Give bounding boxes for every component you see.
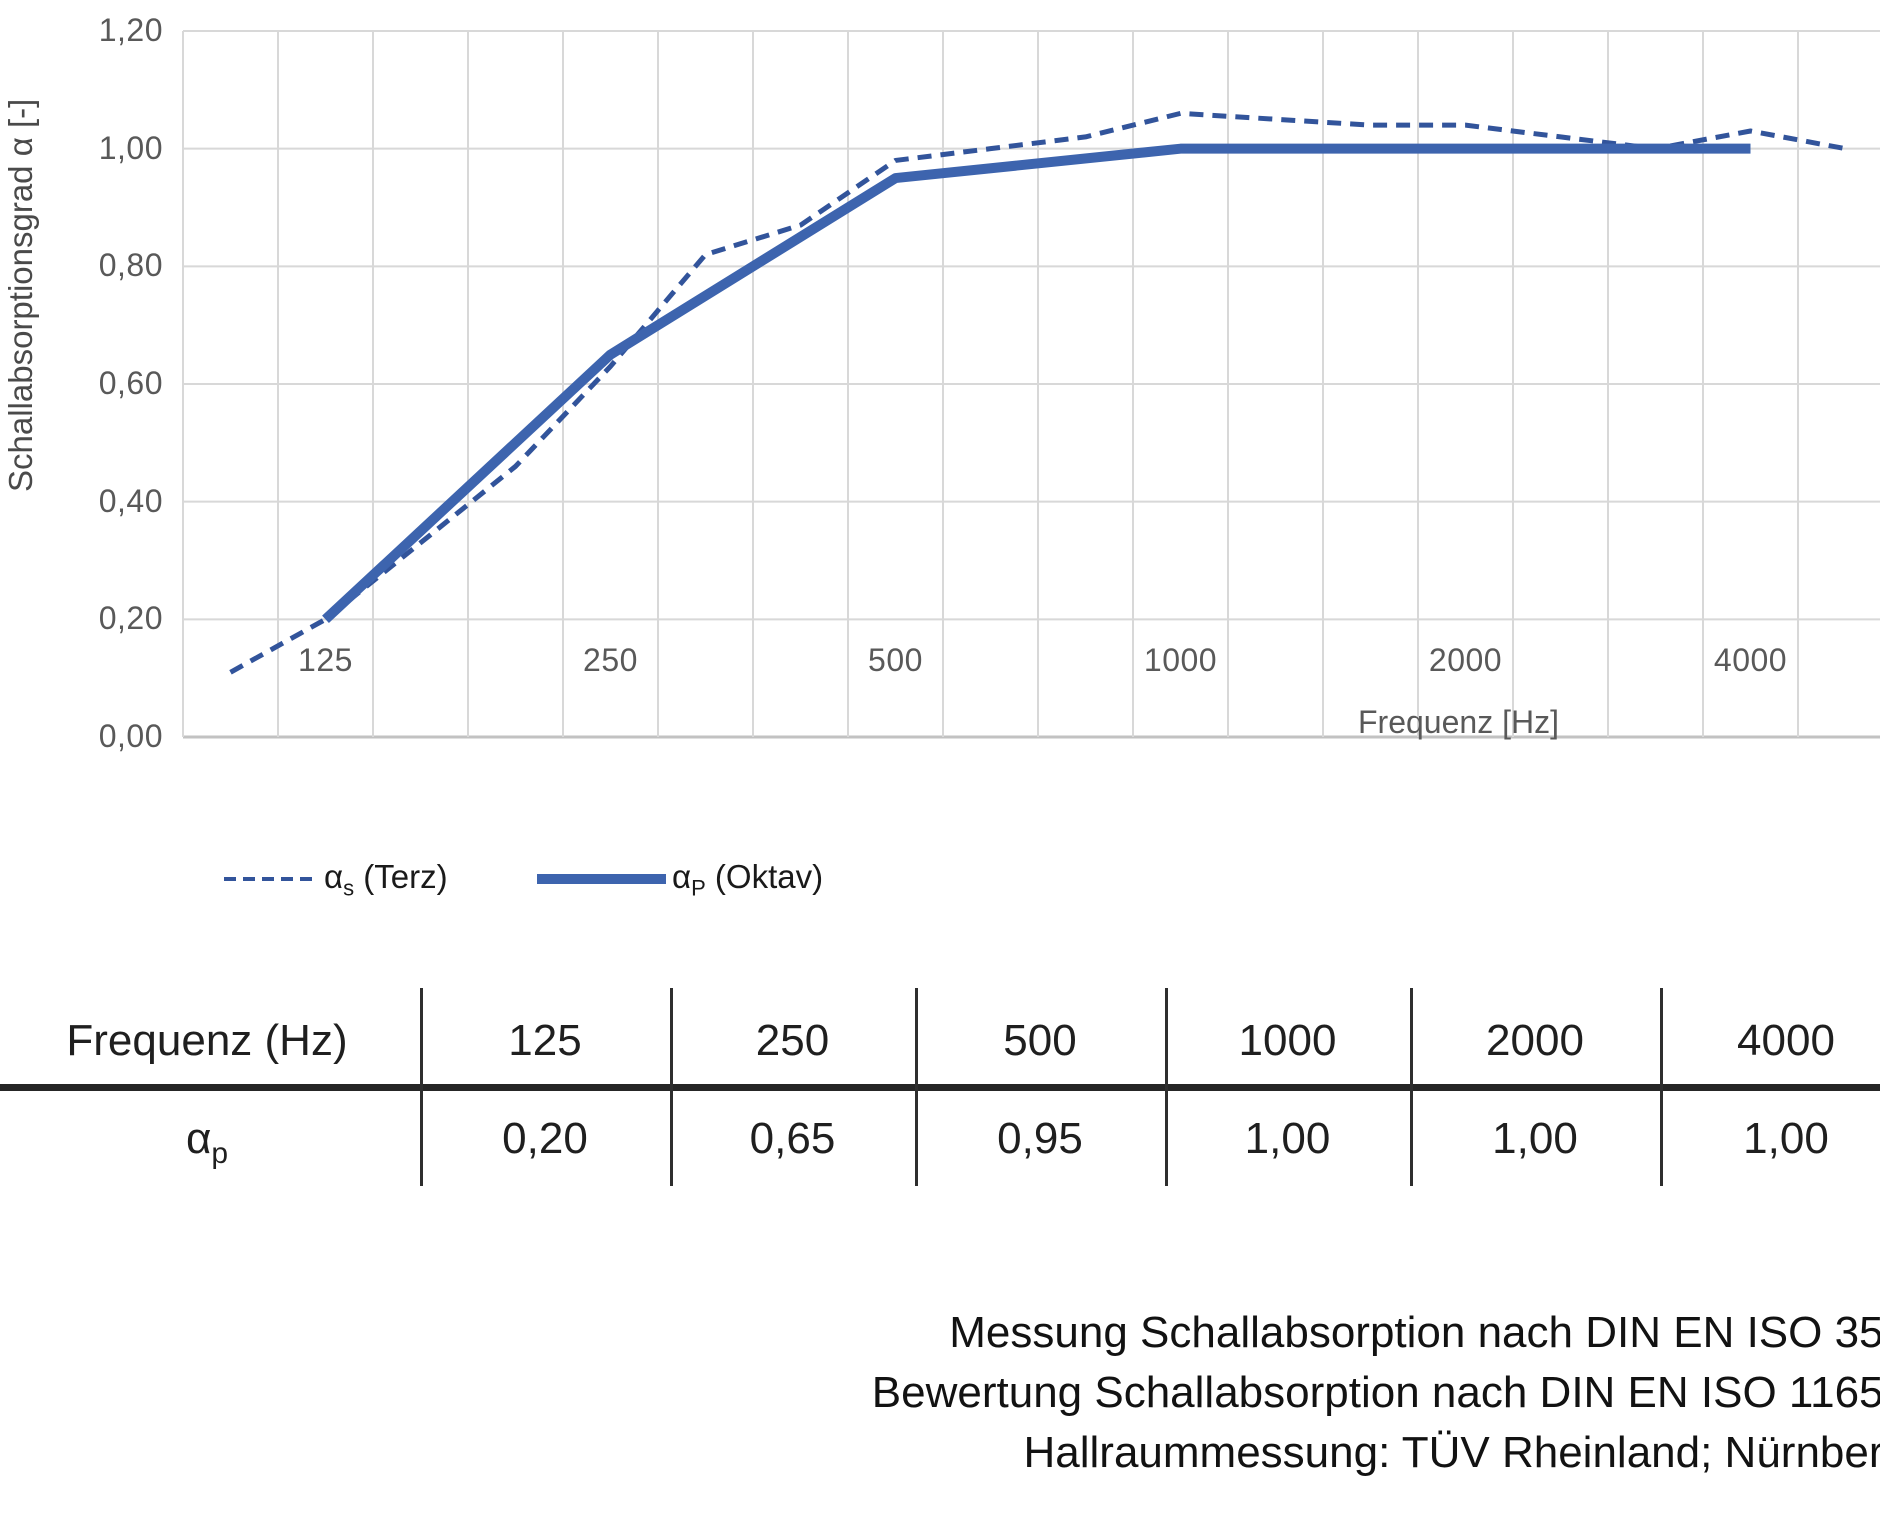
table-frequency-header: 250 [755,1016,830,1065]
table-alpha-p-value: 1,00 [1492,1114,1578,1163]
table-frequency-header: 4000 [1737,1016,1835,1065]
plot-area [182,30,1880,739]
series-line-alpha-s-terz [229,110,1846,675]
legend-label-alpha-p: αP (Oktav) [672,858,824,901]
note-test-lab: Hallraummessung: TÜV Rheinland; Nürnberg [1023,1428,1880,1477]
table-divider [670,988,673,1186]
absorption-values-table: Frequenz (Hz) αp 125 250 500 1000 2000 4000 0,… [0,980,1880,1200]
legend-label-alpha-s: αs (Terz) [324,858,448,901]
solid-line-swatch-icon [537,874,666,884]
note-rating-standard: Bewertung Schallabsorption nach DIN EN I… [871,1368,1880,1417]
table-header-separator [0,1084,1880,1091]
table-frequency-header: 1000 [1238,1016,1337,1065]
table-divider [915,988,918,1186]
x-tick-label: 500 [868,642,923,678]
table-frequency-header: 2000 [1486,1016,1584,1065]
table-frequency-header: 125 [508,1016,582,1065]
table-divider [420,988,423,1186]
table-alpha-p-value: 1,00 [1244,1114,1331,1163]
measurement-notes: Messung Schallabsorption nach DIN EN ISO… [872,1303,1880,1483]
y-tick-label: 0,20 [98,600,163,637]
table-row-label-alpha-p: αp [185,1114,229,1170]
y-tick-label: 0,60 [98,365,163,401]
note-measurement-standard: Messung Schallabsorption nach DIN EN ISO… [949,1308,1880,1357]
table-alpha-p-value: 0,65 [749,1114,836,1163]
x-tick-label: 125 [298,642,353,678]
table-alpha-p-value: 0,95 [997,1114,1083,1163]
table-alpha-p-value: 0,20 [502,1114,588,1163]
table-divider [1660,988,1663,1186]
y-tick-label: 0,80 [98,247,163,284]
x-tick-label: 2000 [1428,642,1503,678]
x-tick-label: 4000 [1713,642,1788,678]
y-tick-label: 1,00 [98,129,163,166]
y-tick-label: 0,00 [98,718,163,754]
y-tick-label: 0,40 [98,482,163,519]
chart-legend: αs (Terz) αP (Oktav) [0,856,1100,902]
x-tick-label: 250 [583,642,638,678]
y-axis-title: Schallabsorptionsgrad α [-] [2,98,39,492]
table-row-label-frequenz: Frequenz (Hz) [66,1016,348,1065]
absorption-chart: 1,20 1,00 0,80 0,60 0,40 0,20 0,00 125 250 500 10… [0,12,1880,902]
table-divider [1410,988,1413,1186]
y-tick-label: 1,20 [98,12,163,48]
table-alpha-p-value: 1,00 [1743,1114,1829,1163]
x-tick-label: 1000 [1143,642,1218,678]
series-line-alpha-p-oktav [322,143,1751,623]
table-frequency-header: 500 [1003,1016,1077,1065]
x-axis-title: Frequenz [Hz] [1358,704,1559,740]
dashed-line-swatch-icon [224,877,312,881]
table-divider [1165,988,1168,1186]
